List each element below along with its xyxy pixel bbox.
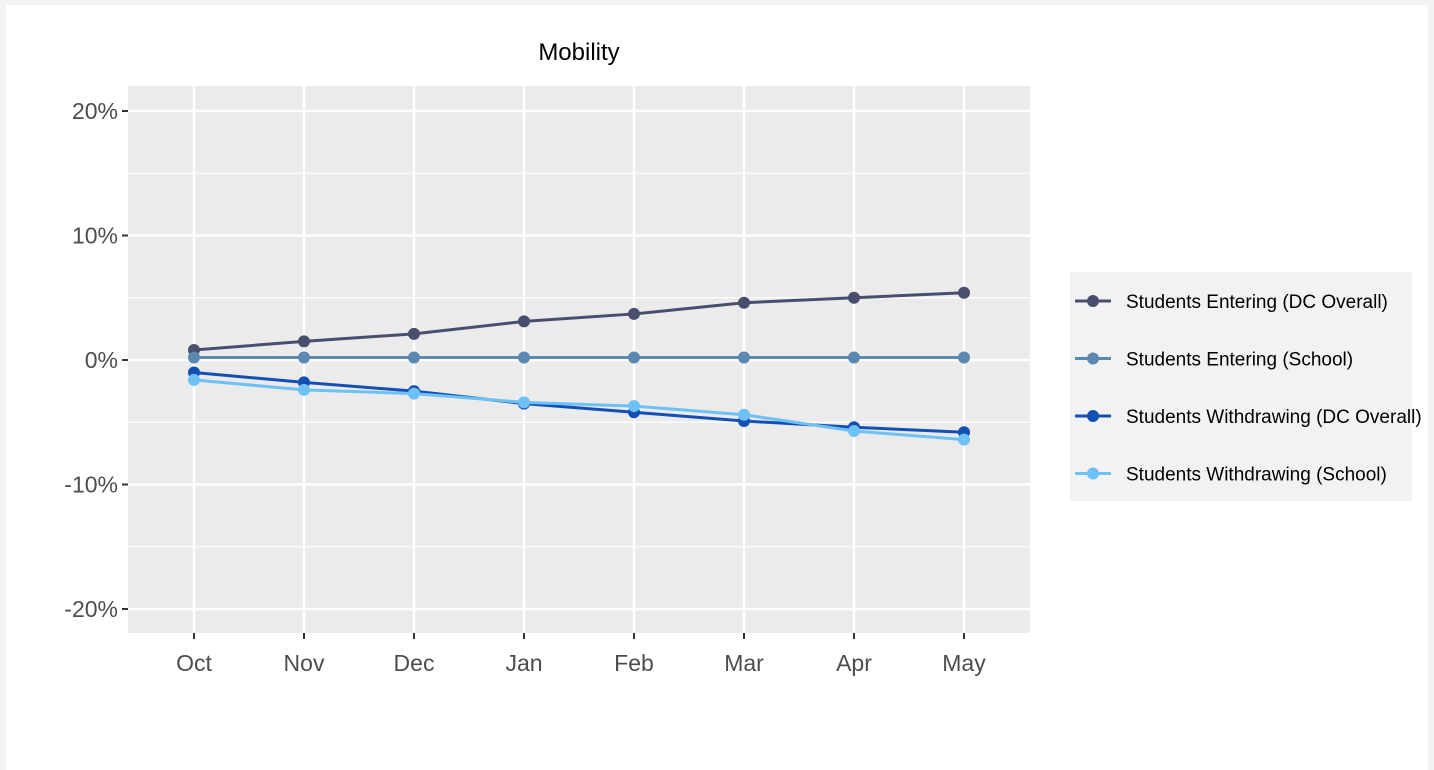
data-point [188, 351, 200, 364]
data-point [628, 400, 640, 413]
data-point [848, 424, 860, 437]
series-line-4 [193, 378, 965, 442]
x-tick-label: Nov [284, 650, 325, 676]
data-point [848, 351, 860, 364]
x-tick-label: Dec [394, 650, 435, 676]
legend-label: Students Withdrawing (DC Overall) [1126, 407, 1422, 428]
y-tick-label: -20% [64, 596, 118, 622]
data-point [958, 351, 970, 364]
y-tick-label: -10% [64, 472, 118, 498]
legend-key-point [1087, 410, 1099, 422]
data-point [408, 351, 420, 364]
data-point [628, 307, 640, 320]
data-point [958, 433, 970, 446]
plot-panel: 20% 10% 0% -10% -20% Oct Nov Dec Jan Feb Mar Apr May [64, 86, 1030, 676]
legend-key-point [1087, 352, 1099, 365]
data-point [518, 315, 530, 328]
x-tick-label: Apr [836, 650, 872, 676]
data-point [848, 291, 860, 304]
data-point [518, 351, 530, 364]
x-tick-label: Mar [724, 650, 764, 676]
data-point [628, 351, 640, 364]
series-line-3 [193, 370, 965, 434]
data-point [738, 296, 750, 309]
legend: Students Entering (DC Overall) Students E… [1070, 272, 1422, 501]
data-point [298, 351, 310, 364]
data-point [408, 387, 420, 400]
x-tick-label: Jan [505, 650, 542, 676]
x-tick-label: Feb [614, 650, 654, 676]
legend-key-point [1087, 467, 1099, 480]
data-point [408, 327, 420, 340]
legend-label: Students Withdrawing (School) [1126, 465, 1387, 486]
data-point [738, 408, 750, 421]
x-tick-label: Oct [176, 650, 212, 676]
y-tick-label: 10% [72, 223, 118, 249]
data-point [298, 383, 310, 396]
legend-label: Students Entering (School) [1126, 350, 1353, 371]
x-tick-label: May [942, 650, 986, 676]
chart-title: Mobility [538, 39, 619, 66]
legend-key-point [1087, 295, 1099, 307]
data-point [298, 335, 310, 348]
y-tick-label: 0% [85, 347, 118, 373]
legend-background [1070, 272, 1412, 501]
series-line-1 [193, 291, 965, 352]
data-point [518, 396, 530, 409]
data-point [188, 373, 200, 386]
y-tick-label: 20% [72, 98, 118, 124]
data-point [738, 351, 750, 364]
legend-label: Students Entering (DC Overall) [1126, 292, 1388, 313]
data-point [958, 286, 970, 299]
